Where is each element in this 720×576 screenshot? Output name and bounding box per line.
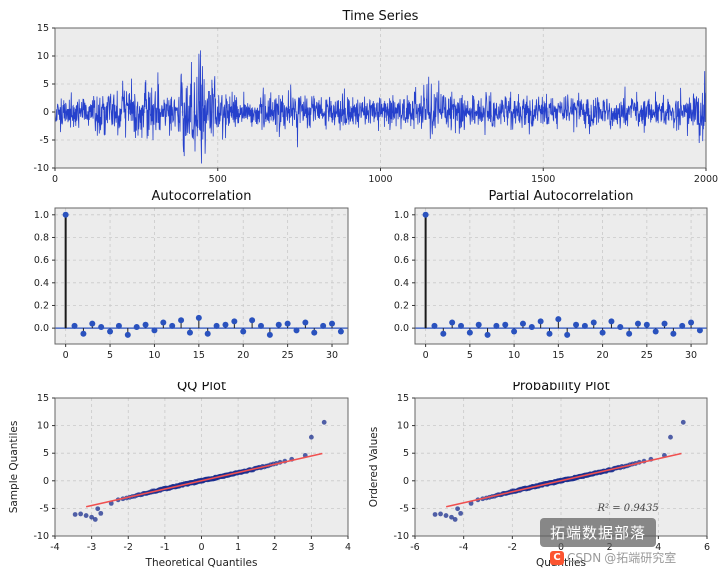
svg-text:30: 30 bbox=[326, 350, 338, 361]
svg-text:0.4: 0.4 bbox=[34, 278, 49, 289]
svg-text:15: 15 bbox=[397, 393, 409, 404]
svg-text:-5: -5 bbox=[40, 135, 49, 146]
svg-text:30: 30 bbox=[685, 350, 697, 361]
svg-text:1500: 1500 bbox=[531, 174, 555, 185]
svg-text:15: 15 bbox=[193, 350, 205, 361]
svg-text:2: 2 bbox=[272, 542, 278, 553]
svg-text:-5: -5 bbox=[400, 503, 409, 514]
svg-text:0.6: 0.6 bbox=[394, 255, 409, 266]
watermark-box: 拓端数据部落 bbox=[540, 518, 657, 547]
svg-text:-3: -3 bbox=[87, 542, 96, 553]
svg-text:2000: 2000 bbox=[694, 174, 718, 185]
svg-text:-1: -1 bbox=[160, 542, 169, 553]
svg-text:10: 10 bbox=[397, 421, 409, 432]
svg-text:Autocorrelation: Autocorrelation bbox=[152, 190, 252, 204]
svg-text:1.0: 1.0 bbox=[34, 210, 49, 221]
svg-text:25: 25 bbox=[282, 350, 294, 361]
autocorrelation-plot: 0 5 10 15 20 25 30 0.0 0.2 0.4 0.6 0.8 1.0 Autocorrel… bbox=[0, 189, 360, 382]
watermark-box-text: 拓端数据部落 bbox=[550, 524, 647, 542]
prob-svg: R² = 0.9435 -6 -4 -2 0 2 4 6 -10 -5 0 5 10 15 Probabil… bbox=[368, 379, 710, 569]
svg-text:500: 500 bbox=[209, 174, 227, 185]
svg-text:0: 0 bbox=[558, 542, 564, 553]
svg-text:15: 15 bbox=[37, 393, 49, 404]
svg-text:25: 25 bbox=[641, 350, 653, 361]
svg-text:-10: -10 bbox=[393, 531, 409, 542]
svg-text:0: 0 bbox=[198, 542, 204, 553]
svg-text:10: 10 bbox=[148, 350, 160, 361]
qq-plot: -4 -3 -2 -1 0 1 2 3 4 -10 -5 0 5 10 15 QQ Plot Theoretic… bbox=[0, 379, 360, 576]
acf-svg: 0 5 10 15 20 25 30 0.0 0.2 0.4 0.6 0.8 1.0 Autocorrel… bbox=[34, 189, 349, 361]
svg-text:QQ Plot: QQ Plot bbox=[177, 382, 226, 394]
svg-text:1000: 1000 bbox=[368, 174, 392, 185]
svg-text:20: 20 bbox=[597, 350, 609, 361]
svg-text:-6: -6 bbox=[410, 542, 419, 553]
svg-text:10: 10 bbox=[37, 51, 49, 62]
svg-text:Partial Autocorrelation: Partial Autocorrelation bbox=[489, 190, 634, 204]
svg-text:Time Series: Time Series bbox=[342, 9, 419, 24]
svg-text:0: 0 bbox=[43, 476, 49, 487]
svg-text:1.0: 1.0 bbox=[394, 210, 409, 221]
svg-text:3: 3 bbox=[308, 542, 314, 553]
svg-text:0: 0 bbox=[423, 350, 429, 361]
svg-text:1: 1 bbox=[235, 542, 241, 553]
svg-text:5: 5 bbox=[107, 350, 113, 361]
svg-text:-2: -2 bbox=[508, 542, 517, 553]
svg-text:15: 15 bbox=[552, 350, 564, 361]
svg-text:Theoretical Quantiles: Theoretical Quantiles bbox=[145, 557, 258, 569]
svg-text:4: 4 bbox=[345, 542, 351, 553]
svg-text:Sample Quantiles: Sample Quantiles bbox=[8, 421, 20, 514]
svg-text:-4: -4 bbox=[50, 542, 59, 553]
svg-text:0.8: 0.8 bbox=[394, 232, 409, 243]
svg-text:0.0: 0.0 bbox=[34, 323, 49, 334]
svg-text:5: 5 bbox=[43, 448, 49, 459]
svg-text:0.8: 0.8 bbox=[34, 232, 49, 243]
svg-text:10: 10 bbox=[37, 421, 49, 432]
svg-text:6: 6 bbox=[704, 542, 710, 553]
svg-text:0: 0 bbox=[403, 476, 409, 487]
partial-autocorrelation-plot: 0 5 10 15 20 25 30 0.0 0.2 0.4 0.6 0.8 1.0 Partial Au… bbox=[360, 189, 720, 382]
svg-text:Probability Plot: Probability Plot bbox=[512, 382, 609, 394]
svg-text:5: 5 bbox=[43, 79, 49, 90]
svg-text:4: 4 bbox=[655, 542, 661, 553]
probability-plot: R² = 0.9435 -6 -4 -2 0 2 4 6 -10 -5 0 5 10 15 Probabil… bbox=[360, 379, 720, 576]
svg-text:5: 5 bbox=[403, 448, 409, 459]
timeseries-svg: 0 500 1000 1500 2000 -10 -5 0 5 10 15 Time Series bbox=[33, 9, 718, 185]
svg-text:0.2: 0.2 bbox=[394, 300, 409, 311]
svg-text:5: 5 bbox=[467, 350, 473, 361]
watermark-credit-text: @拓端研究室 bbox=[604, 551, 677, 565]
csdn-label: CSDN bbox=[567, 550, 602, 565]
csdn-logo-icon: C bbox=[550, 550, 564, 565]
svg-text:Ordered Values: Ordered Values bbox=[368, 427, 380, 507]
svg-text:-10: -10 bbox=[33, 531, 49, 542]
svg-text:20: 20 bbox=[237, 350, 249, 361]
svg-text:15: 15 bbox=[37, 23, 49, 34]
svg-text:10: 10 bbox=[508, 350, 520, 361]
watermark-credit: C CSDN @拓端研究室 bbox=[550, 549, 676, 566]
svg-text:2: 2 bbox=[607, 542, 613, 553]
timeseries-plot: 0 500 1000 1500 2000 -10 -5 0 5 10 15 Time Series bbox=[0, 0, 720, 190]
svg-text:0.4: 0.4 bbox=[394, 278, 409, 289]
svg-text:0: 0 bbox=[43, 107, 49, 118]
svg-text:-2: -2 bbox=[124, 542, 133, 553]
svg-text:0.6: 0.6 bbox=[34, 255, 49, 266]
pacf-svg: 0 5 10 15 20 25 30 0.0 0.2 0.4 0.6 0.8 1.0 Partial Au… bbox=[394, 189, 708, 361]
svg-text:-5: -5 bbox=[40, 503, 49, 514]
svg-text:-4: -4 bbox=[459, 542, 468, 553]
svg-text:0.2: 0.2 bbox=[34, 300, 49, 311]
svg-text:0: 0 bbox=[63, 350, 69, 361]
svg-text:-10: -10 bbox=[33, 163, 49, 174]
svg-text:0: 0 bbox=[52, 174, 58, 185]
svg-text:R² = 0.9435: R² = 0.9435 bbox=[597, 503, 659, 514]
svg-text:0.0: 0.0 bbox=[394, 323, 409, 334]
